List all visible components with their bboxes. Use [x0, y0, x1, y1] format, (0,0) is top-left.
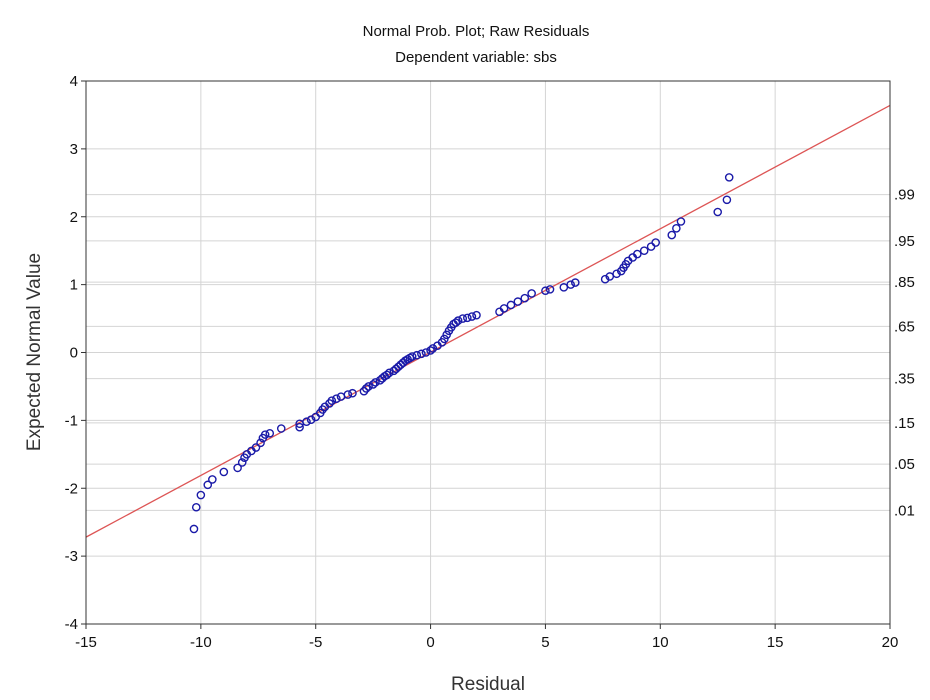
probability-tick-label: .05: [894, 456, 915, 473]
y-tick-label: 2: [70, 209, 78, 226]
data-point: [237, 458, 247, 467]
data-point: [371, 378, 380, 387]
data-point: [566, 280, 575, 289]
data-point: [506, 300, 516, 310]
data-point: [676, 217, 686, 226]
chart-subtitle: Dependent variable: sbs: [395, 49, 557, 66]
probability-tick-label: .95: [894, 233, 915, 250]
data-point: [527, 289, 536, 298]
data-point: [667, 230, 677, 240]
x-tick-label: 5: [541, 634, 549, 651]
data-point: [639, 246, 649, 255]
data-point: [219, 467, 229, 477]
data-point: [426, 346, 435, 355]
data-point: [191, 502, 201, 512]
data-point: [196, 490, 206, 500]
data-point: [651, 238, 660, 247]
data-point: [384, 368, 394, 378]
data-point: [724, 173, 734, 182]
probability-axis-ticks: .99 .95 .85 .65 .35 .15 .05 .01: [894, 187, 915, 520]
data-point: [421, 348, 431, 357]
data-point: [428, 344, 438, 353]
data-point: [265, 428, 275, 438]
data-point: [412, 350, 422, 360]
data-point: [600, 274, 610, 284]
x-tick-label: -10: [190, 634, 212, 651]
probability-tick-label: .65: [894, 318, 915, 335]
data-point: [295, 422, 304, 432]
y-tick-label: 3: [70, 141, 78, 158]
data-point: [417, 349, 426, 359]
data-point: [458, 314, 468, 323]
probability-tick-label: .35: [894, 371, 915, 388]
x-tick-label: -5: [309, 634, 322, 651]
data-point: [722, 195, 732, 205]
data-point: [407, 352, 417, 361]
data-point: [513, 297, 523, 306]
data-point: [203, 480, 213, 490]
data-point: [368, 380, 378, 389]
y-tick-label: -4: [65, 616, 78, 633]
data-point: [451, 318, 461, 327]
x-tick-label: -15: [75, 634, 97, 651]
probability-tick-label: .15: [894, 415, 915, 432]
x-tick-label: 15: [767, 634, 784, 651]
x-axis-title: Residual: [451, 674, 525, 695]
x-tick-label: 0: [426, 634, 434, 651]
data-point: [208, 475, 217, 484]
data-point: [467, 312, 477, 321]
data-point: [189, 524, 199, 534]
x-tick-label: 10: [652, 634, 669, 651]
chart-title: Normal Prob. Plot; Raw Residuals: [363, 23, 590, 40]
x-tick-label: 20: [882, 634, 899, 651]
data-point: [256, 438, 265, 448]
probability-tick-label: .01: [894, 502, 915, 519]
data-point: [276, 424, 286, 433]
y-axis-ticks: -4 -3 -2 -1 0 1 2 3 4: [65, 73, 86, 633]
data-point: [382, 370, 392, 380]
data-point: [463, 313, 472, 323]
y-axis-title: Expected Normal Value: [24, 253, 45, 451]
data-point: [260, 430, 270, 439]
data-point: [302, 417, 311, 427]
probability-tick-label: .99: [894, 187, 915, 204]
y-tick-label: 0: [70, 345, 78, 362]
grid-lines: [86, 81, 890, 624]
data-point: [713, 207, 723, 217]
data-points: [189, 173, 734, 534]
data-point: [472, 310, 481, 320]
x-axis-ticks: -15 -10 -5 0 5 10 15 20: [75, 624, 898, 651]
data-point: [646, 242, 656, 251]
probability-tick-label: .85: [894, 274, 915, 291]
data-point: [364, 382, 373, 391]
data-point: [327, 396, 337, 405]
data-point: [343, 390, 353, 399]
data-point: [541, 286, 550, 296]
data-point: [672, 223, 681, 233]
data-point: [361, 384, 371, 393]
data-point: [633, 249, 642, 259]
probability-grid-lines: [86, 194, 890, 511]
data-point: [233, 463, 242, 473]
data-point: [612, 269, 621, 279]
data-point: [570, 278, 580, 287]
y-tick-label: 4: [70, 73, 78, 90]
data-point: [499, 304, 509, 313]
fit-line: [85, 104, 891, 538]
data-point: [306, 415, 316, 424]
data-point: [251, 443, 261, 452]
data-point: [348, 388, 357, 398]
data-point: [520, 293, 530, 303]
data-point: [332, 394, 341, 403]
data-point: [545, 285, 555, 294]
y-tick-label: -3: [65, 548, 78, 565]
y-tick-label: 1: [70, 277, 78, 294]
data-point: [453, 316, 463, 325]
y-tick-label: -1: [65, 412, 78, 429]
y-tick-label: -2: [65, 480, 78, 497]
fit-line-layer: [85, 104, 891, 538]
